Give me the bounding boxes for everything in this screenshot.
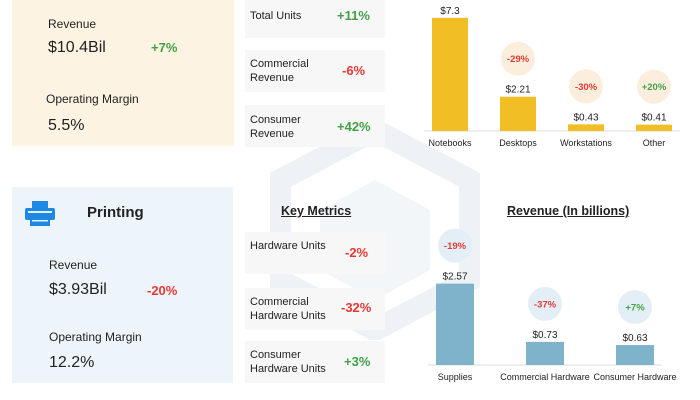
printing-revenue-label: Revenue [49,258,98,272]
chart-bar [616,345,654,365]
pc-revenue-chart: $7.3 Notebooks $2.21 Desktops -29% $0.43 Works… [415,0,700,160]
printing-title: Printing [87,204,144,221]
chart-value-label: $0.63 [622,333,647,344]
printing-revenue-change: -20% [147,283,178,298]
chart-category-label: Consumer Hardware [593,372,676,382]
metric-value: -2% [345,245,369,260]
printing-metric-hardware-units: Hardware Units -2% [245,232,385,274]
chart-change-label: -37% [534,299,557,310]
chart-bar [500,96,536,131]
chart-category-label: Commercial Hardware [500,372,590,382]
metric-label: Consumer Revenue [250,114,301,140]
printing-revenue-chart: $2.57 Supplies -19% $0.73 Commercial Hardwar… [415,225,700,395]
metric-value: +42% [337,119,371,134]
chart-category-label: Other [643,138,666,148]
printing-metric-consumer-hardware-units: Consumer Hardware Units +3% [245,341,385,383]
metric-label: Commercial Hardware Units [250,296,326,322]
chart-change-bubble [618,290,652,325]
printing-metric-commercial-hardware-units: Commercial Hardware Units -32% [245,288,385,330]
metric-label: Total Units [250,10,302,22]
chart-change-label: -19% [444,241,467,252]
chart-category-label: Notebooks [428,138,472,148]
revenue-chart-title: Revenue (In billions) [507,204,630,218]
printing-margin-value: 12.2% [49,354,95,371]
chart-change-bubble [438,228,472,263]
chart-change-label: +20% [642,82,667,93]
printing-margin-label: Operating Margin [49,330,142,344]
metric-label: Consumer Hardware Units [250,349,326,375]
chart-value-label: $0.73 [532,330,557,341]
chart-bar [526,341,564,365]
chart-bar [432,17,468,132]
pc-metric-consumer-revenue: Consumer Revenue +42% [245,105,385,147]
chart-change-bubble [528,286,562,321]
chart-change-bubble [637,69,671,104]
metric-value: -32% [341,300,372,315]
chart-value-label: $2.57 [442,272,467,283]
pc-metric-total-units: Total Units +11% [245,0,385,38]
metric-label: Hardware Units [250,240,326,252]
chart-category-label: Supplies [438,372,473,382]
pc-summary-card: Revenue $10.4Bil +7% Operating Margin 5.… [12,0,234,146]
chart-bar [568,124,604,131]
pc-revenue-chart-svg: $7.3 Notebooks $2.21 Desktops -29% $0.43 Works… [424,6,680,148]
pc-metric-commercial-revenue: Commercial Revenue -6% [245,50,385,92]
chart-value-label: $0.43 [573,112,598,123]
chart-value-label: $7.3 [440,6,460,17]
printing-revenue-chart-svg: $2.57 Supplies -19% $0.73 Commercial Hardwar… [428,228,677,382]
printer-icon [25,201,55,226]
chart-category-label: Workstations [560,138,612,148]
chart-value-label: $2.21 [505,85,530,96]
metric-value: -6% [342,63,366,78]
metric-value: +3% [344,354,371,369]
chart-bar [636,124,672,131]
chart-value-label: $0.41 [641,113,666,124]
chart-change-label: -30% [575,82,598,93]
key-metrics-title: Key Metrics [281,204,352,218]
chart-change-label: +7% [625,303,645,314]
metric-value: +11% [337,8,370,23]
printing-revenue-value: $3.93Bil [49,281,107,298]
chart-bar [436,283,474,365]
chart-change-bubble [569,69,603,104]
pc-revenue-change: +7% [151,40,178,55]
pc-revenue-label: Revenue [48,17,97,31]
metric-label: Commercial Revenue [250,58,309,84]
chart-change-label: -29% [507,54,530,65]
pc-margin-label: Operating Margin [46,92,139,106]
chart-category-label: Desktops [499,138,537,148]
pc-margin-value: 5.5% [48,117,85,134]
chart-change-bubble [501,41,535,76]
pc-revenue-value: $10.4Bil [48,39,106,56]
